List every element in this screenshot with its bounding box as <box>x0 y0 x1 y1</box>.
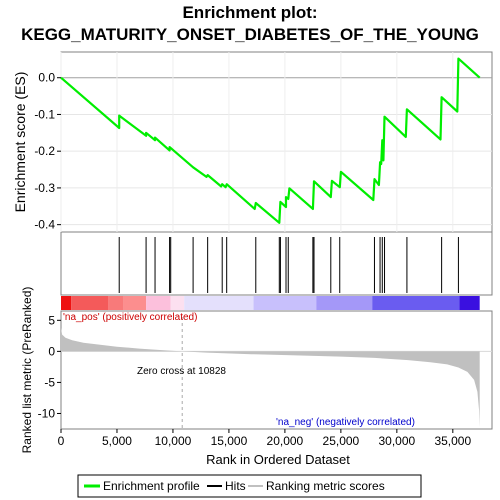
enrichment-profile-line <box>60 57 481 224</box>
colorbar-segment <box>61 296 72 310</box>
metric-layer <box>61 317 492 429</box>
metric-panel-frame <box>60 310 493 430</box>
metric-y-tick-label: -5 <box>44 375 55 389</box>
colorbar-segment <box>184 296 254 310</box>
colorbar-segment <box>372 296 460 310</box>
colorbar-segment <box>108 296 124 310</box>
colorbar-segment <box>253 296 317 310</box>
es-gridlines <box>60 52 492 232</box>
es-y-tick-label: 0.0 <box>38 71 55 85</box>
x-tick-label: 0 <box>58 434 65 448</box>
es-layer <box>60 57 481 224</box>
x-tick-label: 25,000 <box>323 434 360 448</box>
colorbar-segment <box>71 296 109 310</box>
neg-label: 'na_neg' (negatively correlated) <box>276 417 415 428</box>
chart-title: Enrichment plot: KEGG_MATURITY_ONSET_DIA… <box>0 2 500 46</box>
hits-layer <box>118 237 459 293</box>
es-y-tick-label: -0.3 <box>34 181 55 195</box>
x-tick-label: 30,000 <box>378 434 415 448</box>
colorbar-segment <box>459 296 480 310</box>
es-panel-frame <box>60 51 493 233</box>
es-y-tick-label: -0.4 <box>34 218 55 232</box>
chart-title-line2: KEGG_MATURITY_ONSET_DIABETES_OF_THE_YOUN… <box>21 25 479 44</box>
metric-y-tick-label: -10 <box>38 406 56 420</box>
ranking-metric-area <box>61 327 480 428</box>
legend-label-enrichment: Enrichment profile <box>103 479 200 493</box>
x-axis-label: Rank in Ordered Dataset <box>206 452 350 467</box>
rank-colorbar <box>61 296 480 310</box>
legend-label-hits: Hits <box>225 479 246 493</box>
x-tick-label: 5,000 <box>102 434 132 448</box>
chart-title-line1: Enrichment plot: <box>182 3 318 22</box>
colorbar-segment <box>123 296 147 310</box>
metric-y-tick-label: 5 <box>48 313 55 327</box>
zero-cross-label: Zero cross at 10828 <box>137 366 226 377</box>
colorbar-segment <box>170 296 185 310</box>
colorbar-segment <box>316 296 373 310</box>
x-tick-label: 10,000 <box>155 434 192 448</box>
x-tick-label: 20,000 <box>267 434 304 448</box>
metric-y-axis-label: Ranked list metric (PreRanked) <box>20 287 34 454</box>
pos-label: 'na_pos' (positively correlated) <box>63 312 197 323</box>
legend-label-ranking: Ranking metric scores <box>266 479 385 493</box>
x-tick-label: 15,000 <box>211 434 248 448</box>
es-y-axis-label: Enrichment score (ES) <box>12 72 28 213</box>
axes-layer: 0.0-0.1-0.2-0.3-0.450-5-100 5,000 10,000 15… <box>34 71 471 448</box>
colorbar-segment <box>146 296 171 310</box>
metric-y-tick-label: 0 <box>48 344 55 358</box>
es-y-tick-label: -0.2 <box>34 144 55 158</box>
x-tick-label: 35,000 <box>434 434 471 448</box>
es-y-tick-label: -0.1 <box>34 107 55 121</box>
hits-panel-frame <box>60 231 493 296</box>
